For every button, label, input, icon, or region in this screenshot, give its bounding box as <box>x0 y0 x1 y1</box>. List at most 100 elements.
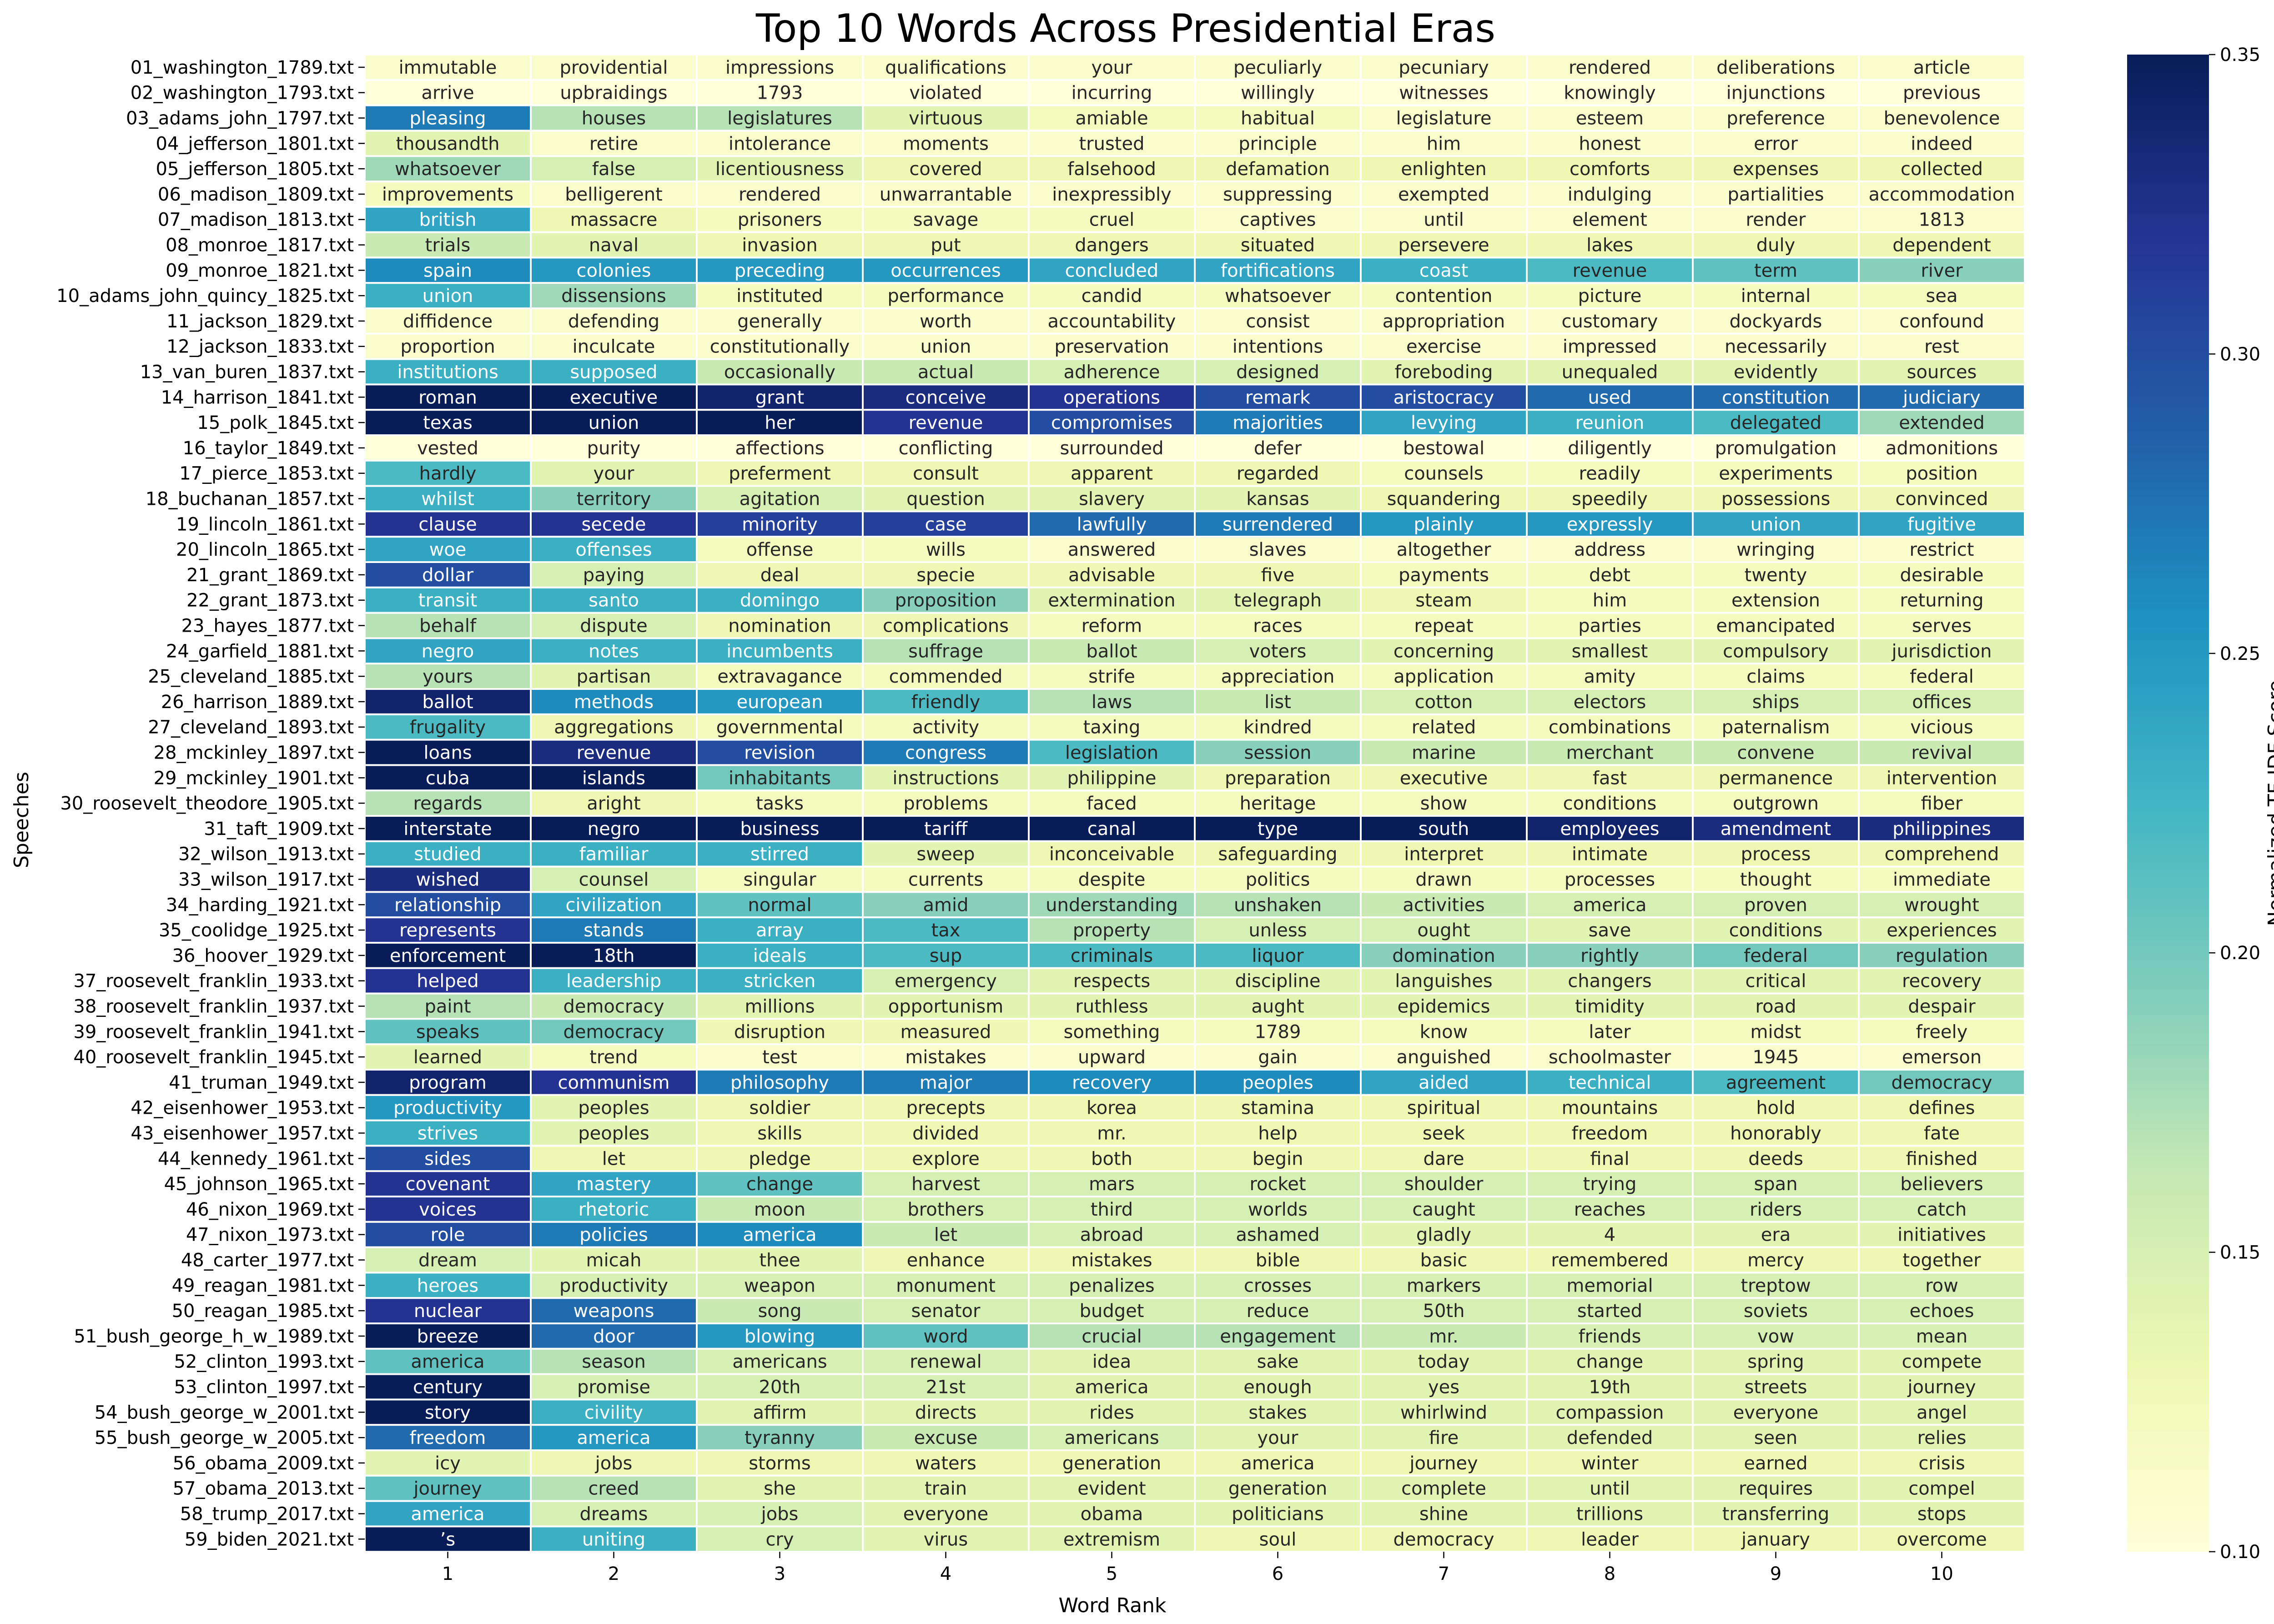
cell-word-label: concluded <box>1065 260 1159 281</box>
y-tick-label: 24_garfield_1881.txt <box>166 641 354 662</box>
heatmap-cell <box>1194 155 1362 183</box>
y-tick-label: 52_clinton_1993.txt <box>174 1352 354 1373</box>
cell-word-label: renewal <box>910 1352 981 1373</box>
heatmap-cell <box>1194 459 1362 487</box>
heatmap-cell <box>696 1069 864 1096</box>
heatmap-cell <box>530 739 698 766</box>
x-tick-label: 9 <box>1770 1564 1781 1584</box>
cell-word-label: voices <box>419 1199 477 1220</box>
heatmap-cell <box>1526 1145 1694 1172</box>
cell-word-label: breeze <box>417 1326 479 1347</box>
heatmap-cell <box>1526 206 1694 233</box>
cell-word-label: regarded <box>1237 463 1319 484</box>
cell-word-label: emergency <box>895 971 997 992</box>
heatmap-cell <box>364 181 532 208</box>
cell-word-label: parties <box>1578 616 1641 637</box>
cell-word-label: peoples <box>1242 1072 1313 1093</box>
cell-word-label: believers <box>1900 1174 1983 1195</box>
heatmap-cell <box>1360 510 1528 538</box>
cell-word-label: arrive <box>421 83 474 104</box>
cell-word-label: domingo <box>740 590 820 611</box>
heatmap-cell <box>1194 1272 1362 1299</box>
heatmap-cell <box>1194 789 1362 817</box>
cell-word-label: compassion <box>1556 1402 1664 1423</box>
cell-word-label: change <box>1576 1352 1643 1373</box>
cell-word-label: mars <box>1089 1174 1135 1195</box>
cell-word-label: intimate <box>1572 844 1648 865</box>
cell-word-label: korea <box>1087 1098 1137 1119</box>
heatmap-cell <box>696 1297 864 1324</box>
cell-word-label: combinations <box>1549 717 1671 738</box>
cell-word-label: treptow <box>1741 1275 1811 1296</box>
heatmap-cell <box>1858 1347 2026 1375</box>
cell-word-label: contention <box>1395 286 1492 307</box>
heatmap-cell <box>530 1094 698 1121</box>
y-tick-label: 53_clinton_1997.txt <box>174 1377 354 1398</box>
cell-word-label: america <box>577 1428 650 1448</box>
cell-word-label: story <box>425 1402 471 1423</box>
heatmap-cell <box>1526 256 1694 284</box>
cell-word-label: reform <box>1082 616 1142 637</box>
cell-word-label: intentions <box>1233 337 1323 357</box>
y-tick-label: 06_madison_1809.txt <box>158 184 354 205</box>
heatmap-cell <box>1858 1043 2026 1071</box>
cell-word-label: her <box>765 412 795 433</box>
cell-word-label: providential <box>560 57 668 78</box>
cell-word-label: levying <box>1411 412 1477 433</box>
colorbar-tick-label: 0.10 <box>2220 1542 2260 1563</box>
heatmap-cell <box>1692 282 1860 310</box>
x-tick-label: 2 <box>608 1564 619 1584</box>
cell-word-label: possessions <box>1721 489 1831 510</box>
heatmap-cell <box>1692 1246 1860 1274</box>
cell-word-label: habitual <box>1241 108 1315 129</box>
cell-word-label: yours <box>423 666 473 687</box>
heatmap-cell <box>1692 79 1860 106</box>
cell-word-label: shoulder <box>1404 1174 1484 1195</box>
cell-word-label: indeed <box>1911 133 1972 154</box>
cell-word-label: interstate <box>403 819 492 840</box>
cell-word-label: fugitive <box>1907 514 1976 535</box>
heatmap-cell <box>1360 536 1528 563</box>
cell-word-label: regulation <box>1896 945 1988 966</box>
heatmap-cell <box>1194 54 1362 81</box>
y-tick-label: 35_coolidge_1925.txt <box>159 920 354 941</box>
cell-word-label: generally <box>737 311 822 332</box>
heatmap-cell <box>862 586 1030 614</box>
cell-word-label: vicious <box>1910 717 1973 738</box>
y-tick-label: 51_bush_george_h_w_1989.txt <box>74 1326 354 1347</box>
cell-word-label: employees <box>1560 819 1659 840</box>
cell-word-label: season <box>582 1352 646 1373</box>
colorbar-label: Normalized TF-IDF Score <box>2264 680 2274 926</box>
cell-word-label: moments <box>903 133 989 154</box>
cell-word-label: emancipated <box>1716 616 1835 637</box>
cell-word-label: relies <box>1917 1428 1967 1448</box>
cell-word-label: storms <box>749 1453 811 1474</box>
cell-word-label: democracy <box>1393 1529 1494 1550</box>
heatmap-cell <box>1858 1246 2026 1274</box>
cell-word-label: crucial <box>1082 1326 1142 1347</box>
cell-word-label: america <box>1075 1377 1148 1398</box>
cell-word-label: partialities <box>1727 184 1824 205</box>
cell-word-label: union <box>921 337 971 357</box>
cell-word-label: evidently <box>1734 362 1818 383</box>
heatmap-cell <box>364 1322 532 1350</box>
x-tick-label: 1 <box>442 1564 453 1584</box>
heatmap-cell <box>696 1043 864 1071</box>
cell-word-label: opportunism <box>888 996 1003 1017</box>
y-tick-label: 27_cleveland_1893.txt <box>148 717 354 738</box>
y-tick-label: 07_madison_1813.txt <box>158 210 354 231</box>
heatmap-cell <box>1858 1094 2026 1121</box>
heatmap-cell <box>862 79 1030 106</box>
cell-word-label: hardly <box>419 463 477 484</box>
heatmap-cell <box>1526 561 1694 588</box>
cell-word-label: mercy <box>1747 1250 1804 1271</box>
heatmap-cell <box>1858 485 2026 513</box>
cell-word-label: suffrage <box>908 641 983 662</box>
cell-word-label: 4 <box>1604 1225 1615 1246</box>
cell-word-label: soul <box>1259 1529 1297 1550</box>
heatmap-cell <box>530 942 698 969</box>
cell-word-label: previous <box>1903 83 1981 104</box>
cell-word-label: overcome <box>1897 1529 1987 1550</box>
heatmap-cell <box>1028 434 1196 462</box>
